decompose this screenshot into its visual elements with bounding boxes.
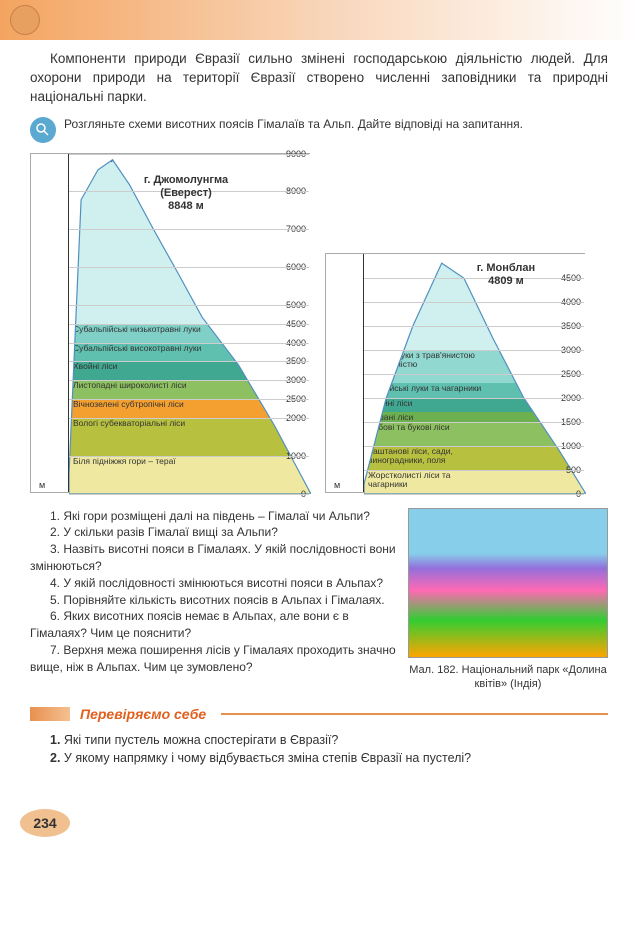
question-item: 2. У скільки разів Гімалаї вищі за Альпи… — [30, 524, 396, 541]
question-item: 5. Порівняйте кількість висотних поясів … — [30, 592, 396, 609]
section-header-text: Перевіряємо себе — [80, 706, 206, 722]
chart-himalaya: Біля підніжжя гори – тераїВологі субеква… — [30, 153, 310, 493]
chart-alps: Жорстколисті ліси та чагарникиКаштанові … — [325, 253, 585, 493]
axis-unit: м — [39, 480, 45, 490]
section-header-bar — [30, 707, 70, 721]
questions-list: 1. Які гори розміщені далі на південь – … — [30, 508, 396, 692]
axis-unit: м — [334, 480, 340, 490]
questions-block: 1. Які гори розміщені далі на південь – … — [30, 508, 608, 692]
charts-row: Біля підніжжя гори – тераїВологі субеква… — [30, 153, 608, 493]
park-photo — [408, 508, 608, 658]
task-text: Розгляньте схеми висотних поясів Гімалаї… — [64, 117, 523, 133]
check-question-item: 2. У якому напрямку і чому відбувається … — [50, 750, 608, 768]
photo-block: Мал. 182. Національний парк «Долина квіт… — [408, 508, 608, 692]
section-header-line — [221, 713, 608, 715]
section-header: Перевіряємо себе — [30, 706, 608, 722]
question-item: 7. Верхня межа поширення лісів у Гімалая… — [30, 642, 396, 676]
question-item: 3. Назвіть висотні пояси в Гімалаях. У я… — [30, 541, 396, 575]
peak-label: г. Монблан4809 м — [456, 262, 556, 288]
photo-caption: Мал. 182. Національний парк «Долина квіт… — [408, 663, 608, 692]
intro-paragraph: Компоненти природи Євразії сильно змінен… — [30, 50, 608, 107]
check-questions: 1. Які типи пустель можна спостерігати в… — [30, 732, 608, 767]
page-content: Компоненти природи Євразії сильно змінен… — [0, 40, 638, 787]
peak-label: г. Джомолунгма (Еверест)8848 м — [126, 174, 246, 214]
task-box: Розгляньте схеми висотних поясів Гімалаї… — [30, 117, 608, 143]
globe-icon — [10, 5, 40, 35]
page-footer: 234 — [0, 802, 638, 842]
magnify-icon — [30, 117, 56, 143]
page-header — [0, 0, 638, 40]
question-item: 4. У якій послідовності змінюються висот… — [30, 575, 396, 592]
check-question-item: 1. Які типи пустель можна спостерігати в… — [50, 732, 608, 750]
question-item: 6. Яких висотних поясів немає в Альпах, … — [30, 608, 396, 642]
question-item: 1. Які гори розміщені далі на південь – … — [30, 508, 396, 525]
page-number: 234 — [20, 809, 70, 837]
